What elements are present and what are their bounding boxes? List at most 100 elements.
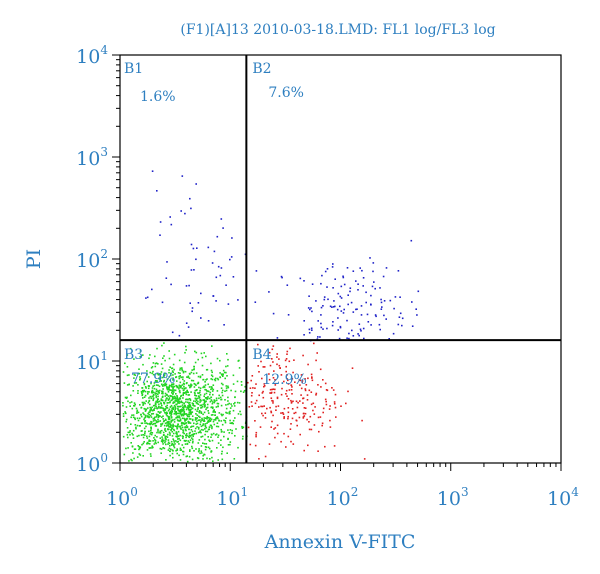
event-dot <box>127 431 130 434</box>
event-dot <box>155 396 158 399</box>
event-dot <box>217 378 220 381</box>
event-dot <box>210 362 212 365</box>
event-dot <box>298 416 301 419</box>
event-dot <box>123 382 126 384</box>
event-dot <box>159 406 162 408</box>
event-dot <box>193 366 195 368</box>
event-dot <box>209 391 212 394</box>
event-dot <box>195 402 198 404</box>
event-dot <box>410 239 413 242</box>
event-dot <box>317 416 320 419</box>
event-dot <box>206 422 208 424</box>
event-dot <box>175 417 177 419</box>
event-dot <box>220 444 222 446</box>
event-dot <box>299 433 301 436</box>
event-dot <box>336 308 339 311</box>
event-dot <box>186 382 188 384</box>
event-dot <box>311 283 314 285</box>
event-dot <box>284 359 287 362</box>
event-dot <box>308 389 311 392</box>
event-dot <box>281 412 284 414</box>
event-dot <box>171 443 174 445</box>
event-dot <box>331 324 334 327</box>
event-dot <box>314 406 316 408</box>
event-dot <box>212 432 215 435</box>
event-dot <box>207 419 210 422</box>
event-dot <box>286 353 288 355</box>
event-dot <box>142 363 144 366</box>
event-dot <box>157 363 159 365</box>
event-dot <box>221 389 224 392</box>
event-dot <box>416 314 418 316</box>
event-dot <box>234 401 236 404</box>
event-dot <box>182 409 185 412</box>
event-dot <box>226 375 228 377</box>
event-dot <box>196 382 199 385</box>
event-dot <box>175 403 177 406</box>
event-dot <box>176 426 178 428</box>
event-dot <box>193 391 196 394</box>
event-dot <box>131 407 134 410</box>
event-dot <box>207 436 209 438</box>
event-dot <box>183 402 185 405</box>
event-dot <box>190 207 192 210</box>
event-dot <box>158 414 160 417</box>
event-dot <box>188 418 191 420</box>
event-dot <box>185 322 188 324</box>
event-dot <box>182 392 185 395</box>
event-dot <box>148 440 150 443</box>
x-tick-label: 103 <box>437 485 469 510</box>
event-dot <box>178 359 181 362</box>
event-dot <box>155 403 157 405</box>
event-dot <box>164 411 166 414</box>
event-dot <box>156 399 159 402</box>
event-dot <box>160 402 162 404</box>
event-dot <box>381 306 383 308</box>
event-dot <box>181 401 184 404</box>
event-dot <box>127 400 129 403</box>
event-dot <box>136 424 139 427</box>
event-dot <box>152 420 155 422</box>
event-dot <box>181 421 183 424</box>
event-dot <box>144 409 147 411</box>
event-dot <box>161 396 164 398</box>
event-dot <box>221 458 224 461</box>
event-dot <box>276 396 279 399</box>
event-dot <box>198 448 200 450</box>
event-dot <box>220 428 222 431</box>
event-dot <box>201 452 203 454</box>
event-dot <box>177 440 179 443</box>
event-dot <box>148 439 150 441</box>
event-dot <box>218 394 220 397</box>
event-dot <box>206 403 209 406</box>
event-dot <box>138 372 141 375</box>
event-dot <box>385 318 387 320</box>
event-dot <box>218 412 221 414</box>
event-dot <box>260 405 262 408</box>
event-dot <box>213 423 216 426</box>
event-dot <box>231 405 233 407</box>
event-dot <box>199 430 201 432</box>
event-dot <box>184 405 186 407</box>
event-dot <box>212 406 214 409</box>
event-dot <box>128 431 131 434</box>
event-dot <box>167 424 170 426</box>
event-dot <box>174 443 176 445</box>
event-dot <box>176 448 178 450</box>
event-dot <box>290 402 293 404</box>
event-dot <box>138 368 140 370</box>
event-dot <box>151 432 154 434</box>
event-dot <box>271 399 273 402</box>
event-dot <box>160 440 163 442</box>
event-dot <box>135 426 137 429</box>
event-dot <box>351 367 354 369</box>
event-dot <box>152 440 154 442</box>
event-dot <box>212 411 214 413</box>
event-dot <box>198 411 201 414</box>
event-dot <box>135 407 138 410</box>
event-dot <box>188 455 191 458</box>
event-dot <box>164 359 166 362</box>
event-dot <box>194 408 197 411</box>
event-dot <box>203 406 206 408</box>
event-dot <box>163 402 166 404</box>
